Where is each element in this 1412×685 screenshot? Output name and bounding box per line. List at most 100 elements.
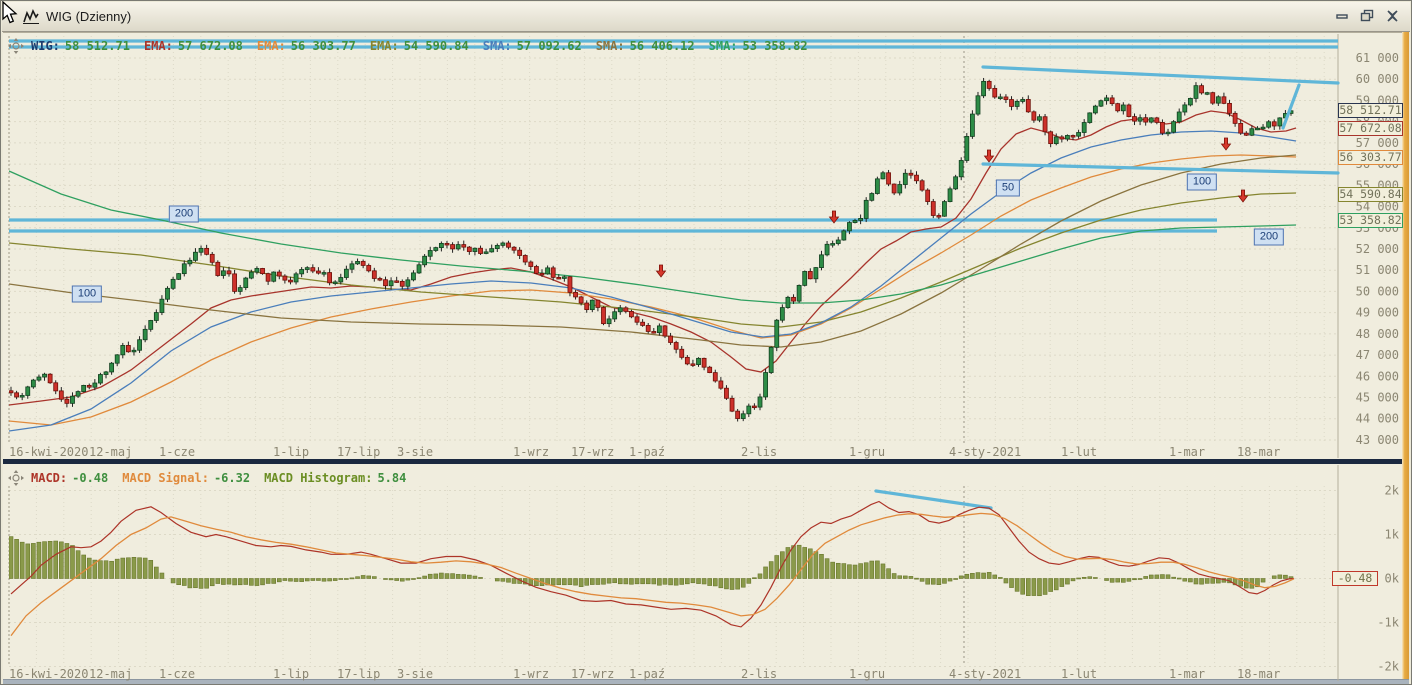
legend-value: 58 512.71 xyxy=(64,39,130,53)
price-legend: WIG: 58 512.71 EMA: 57 672.08 EMA: 56 303.77 E… xyxy=(31,39,808,53)
mouse-pointer-icon xyxy=(1,1,21,29)
macd-series xyxy=(9,500,1295,637)
svg-text:1-wrz: 1-wrz xyxy=(513,667,549,681)
ma-period-label[interactable]: 200 xyxy=(168,205,200,223)
legend-label: MACD: xyxy=(31,471,68,485)
svg-text:48 000: 48 000 xyxy=(1356,327,1399,341)
legend-value: -6.32 xyxy=(213,471,251,485)
trendlines[interactable] xyxy=(874,65,1340,510)
minimize-button[interactable] xyxy=(1334,8,1350,23)
svg-text:16-kwi-2020: 16-kwi-2020 xyxy=(9,667,88,681)
support-resistance-levels[interactable] xyxy=(9,39,1338,233)
window-title: WIG (Dzienny) xyxy=(46,9,132,24)
price-value-box: 53 358.82 xyxy=(1338,212,1403,228)
svg-text:46 000: 46 000 xyxy=(1356,369,1399,383)
legend-item: EMA: 56 303.77 xyxy=(257,39,356,53)
ma-period-label[interactable]: 50 xyxy=(995,179,1021,197)
svg-text:3-sie: 3-sie xyxy=(397,445,433,459)
svg-text:1-lip: 1-lip xyxy=(273,445,309,459)
svg-text:61 000: 61 000 xyxy=(1356,51,1399,65)
legend-value: 54 590.84 xyxy=(403,39,469,53)
close-icon[interactable] xyxy=(1384,8,1400,23)
ma-period-label[interactable]: 100 xyxy=(71,285,103,303)
legend-label: MACD Histogram: xyxy=(264,471,373,485)
svg-text:1-lut: 1-lut xyxy=(1061,445,1097,459)
legend-value: 56 303.77 xyxy=(290,39,356,53)
macd-legend: MACD: -0.48 MACD Signal: -6.32 MACD Histogra… xyxy=(31,471,406,485)
macd-value-box: -0.48 xyxy=(1332,571,1378,586)
svg-text:1-wrz: 1-wrz xyxy=(513,445,549,459)
panel-divider[interactable] xyxy=(3,459,1402,464)
legend-label: WIG: xyxy=(31,39,60,53)
legend-label: SMA: xyxy=(482,39,512,53)
svg-text:54 000: 54 000 xyxy=(1356,200,1399,214)
svg-text:57 000: 57 000 xyxy=(1356,136,1399,150)
legend-item: SMA: 56 406.12 xyxy=(596,39,695,53)
legend-value: 5.84 xyxy=(377,471,407,485)
svg-text:52 000: 52 000 xyxy=(1356,242,1399,256)
svg-text:2k: 2k xyxy=(1385,484,1400,498)
candlestick-series xyxy=(9,77,1294,422)
date-axis: 16-kwi-202016-kwi-202012-maj12-maj1-cze1… xyxy=(9,445,1280,681)
svg-text:-2k: -2k xyxy=(1377,660,1399,674)
svg-text:1-paź: 1-paź xyxy=(629,445,665,459)
pan-handle-icon[interactable] xyxy=(8,470,24,490)
legend-item: WIG: 58 512.71 xyxy=(31,39,130,53)
svg-text:-1k: -1k xyxy=(1377,616,1399,630)
svg-text:18-mar: 18-mar xyxy=(1237,667,1280,681)
svg-text:16-kwi-2020: 16-kwi-2020 xyxy=(9,445,88,459)
legend-label: SMA: xyxy=(595,39,625,53)
legend-item: EMA: 57 672.08 xyxy=(144,39,243,53)
svg-text:45 000: 45 000 xyxy=(1356,391,1399,405)
legend-value: 56 406.12 xyxy=(629,39,695,53)
svg-text:2-lis: 2-lis xyxy=(741,445,777,459)
legend-label: MACD Signal: xyxy=(122,471,209,485)
bottom-edge-strip xyxy=(3,679,1409,684)
pan-handle-icon[interactable] xyxy=(8,38,24,58)
price-value-box: 58 512.71 xyxy=(1338,103,1403,119)
svg-text:1-paź: 1-paź xyxy=(629,667,665,681)
legend-value: -0.48 xyxy=(72,471,109,485)
svg-text:18-mar: 18-mar xyxy=(1237,445,1280,459)
svg-text:1-lip: 1-lip xyxy=(273,667,309,681)
legend-value: 57 092.62 xyxy=(516,39,582,53)
svg-text:47 000: 47 000 xyxy=(1356,348,1399,362)
svg-text:1-gru: 1-gru xyxy=(849,667,885,681)
legend-item: SMA: 53 358.82 xyxy=(709,39,808,53)
legend-label: EMA: xyxy=(369,39,399,53)
chart-line-icon xyxy=(22,8,40,25)
legend-item: EMA: 54 590.84 xyxy=(370,39,469,53)
legend-label: SMA: xyxy=(708,39,738,53)
svg-text:49 000: 49 000 xyxy=(1356,306,1399,320)
title-bar[interactable]: WIG (Dzienny) xyxy=(2,2,1410,32)
price-chart-panel[interactable] xyxy=(3,32,1402,460)
legend-item: MACD Histogram: 5.84 xyxy=(264,471,406,485)
macd-axis: 2k 1k 0k -1k -2k xyxy=(1377,484,1399,674)
svg-text:2-lis: 2-lis xyxy=(741,667,777,681)
gridlines xyxy=(8,34,1339,681)
legend-value: 53 358.82 xyxy=(742,39,808,53)
svg-text:4-sty-2021: 4-sty-2021 xyxy=(949,445,1021,459)
ma-period-label[interactable]: 200 xyxy=(1253,228,1285,246)
price-value-box: 54 590.84 xyxy=(1338,186,1403,202)
price-value-box: 56 303.77 xyxy=(1338,150,1403,166)
sell-arrow-icons xyxy=(655,137,1249,278)
window-controls xyxy=(1334,8,1400,23)
svg-text:43 000: 43 000 xyxy=(1356,433,1399,447)
ma-period-label[interactable]: 100 xyxy=(1186,173,1218,191)
svg-text:3-sie: 3-sie xyxy=(397,667,433,681)
restore-button[interactable] xyxy=(1359,8,1375,23)
svg-text:12-maj: 12-maj xyxy=(89,667,132,681)
svg-text:1-lut: 1-lut xyxy=(1061,667,1097,681)
legend-item: MACD: -0.48 xyxy=(31,471,108,485)
svg-text:1-mar: 1-mar xyxy=(1169,667,1205,681)
legend-label: EMA: xyxy=(256,39,286,53)
svg-text:1-gru: 1-gru xyxy=(849,445,885,459)
svg-text:50 000: 50 000 xyxy=(1356,284,1399,298)
legend-label: EMA: xyxy=(143,39,173,53)
right-edge-strip xyxy=(1402,32,1409,682)
svg-text:1-cze: 1-cze xyxy=(159,445,195,459)
macd-panel[interactable] xyxy=(3,464,1402,683)
